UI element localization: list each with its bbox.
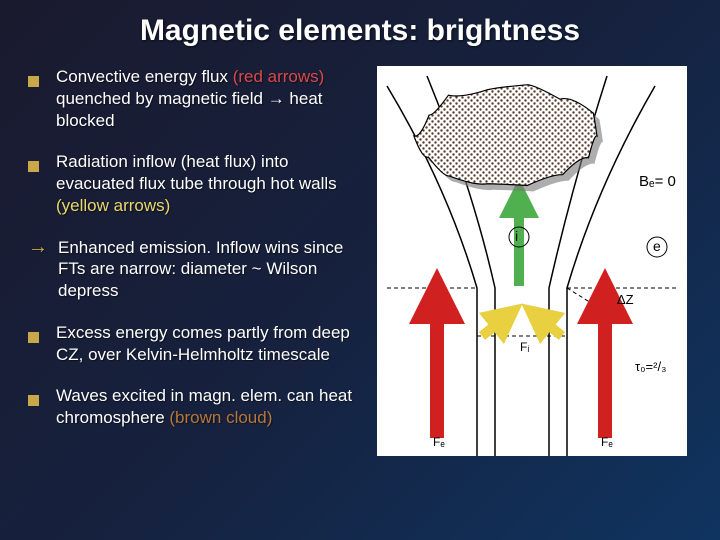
diagram-svg: Bₑ= 0 i e ΔZ Fᵢ τ₀=²/₃ Fₑ Fₑ	[377, 66, 687, 456]
bullet-list: Convective energy flux (red arrows) quen…	[28, 66, 358, 526]
content-row: Convective energy flux (red arrows) quen…	[28, 66, 692, 526]
bullet-item: → Enhanced emission. Inflow wins since FT…	[28, 237, 358, 302]
square-bullet-icon	[28, 327, 46, 349]
bullet-item: Radiation inflow (heat flux) into evacua…	[28, 151, 358, 216]
svg-text:Fₑ: Fₑ	[433, 435, 445, 449]
slide: Magnetic elements: brightness Convective…	[0, 0, 720, 540]
svg-text:e: e	[653, 238, 661, 254]
bullet-text: Excess energy comes partly from deep CZ,…	[56, 322, 358, 366]
bullet-text: Convective energy flux (red arrows) quen…	[56, 66, 358, 131]
svg-text:τ₀=²/₃: τ₀=²/₃	[635, 359, 666, 374]
bullet-text: Waves excited in magn. elem. can heat ch…	[56, 385, 358, 429]
svg-text:Fᵢ: Fᵢ	[520, 340, 529, 354]
svg-text:ΔZ: ΔZ	[617, 292, 634, 307]
slide-title: Magnetic elements: brightness	[28, 14, 692, 48]
bullet-text: Radiation inflow (heat flux) into evacua…	[56, 151, 358, 216]
diagram-panel: Bₑ= 0 i e ΔZ Fᵢ τ₀=²/₃ Fₑ Fₑ	[372, 66, 692, 526]
bullet-item: Convective energy flux (red arrows) quen…	[28, 66, 358, 131]
square-bullet-icon	[28, 71, 46, 93]
svg-text:i: i	[515, 228, 518, 244]
square-bullet-icon	[28, 390, 46, 412]
flux-tube-diagram: Bₑ= 0 i e ΔZ Fᵢ τ₀=²/₃ Fₑ Fₑ	[377, 66, 687, 456]
square-bullet-icon	[28, 156, 46, 178]
bullet-text: Enhanced emission. Inflow wins since FTs…	[58, 237, 358, 302]
svg-text:Fₑ: Fₑ	[601, 435, 613, 449]
arrow-bullet-icon: →	[28, 237, 48, 257]
bullet-item: Excess energy comes partly from deep CZ,…	[28, 322, 358, 366]
bullet-item: Waves excited in magn. elem. can heat ch…	[28, 385, 358, 429]
svg-text:Bₑ= 0: Bₑ= 0	[639, 173, 676, 190]
